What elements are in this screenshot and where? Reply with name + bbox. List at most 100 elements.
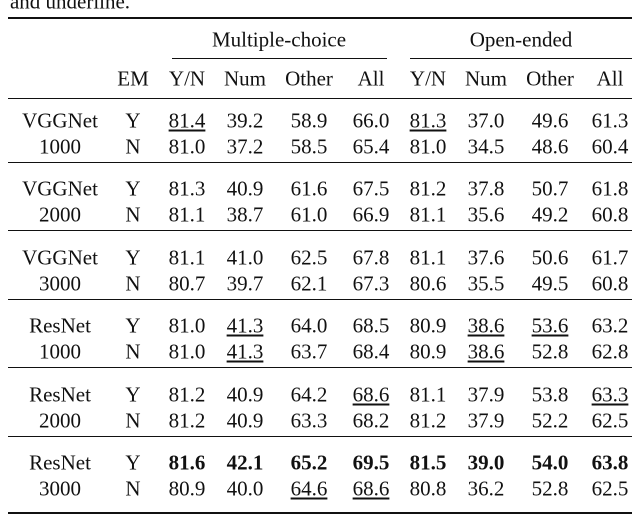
cell-value: 38.7	[226, 202, 264, 227]
cell-value: 60.8	[591, 202, 629, 227]
cell-value: 67.5	[352, 176, 390, 201]
cell-value: 60.4	[591, 134, 629, 159]
model-name: ResNet	[29, 313, 91, 338]
model-size: 1000	[39, 134, 81, 159]
cell-value: 61.3	[591, 108, 629, 133]
cell-value: 65.4	[352, 134, 390, 159]
cell-value: 81.4	[168, 108, 206, 133]
group-header: Open-ended	[469, 27, 573, 52]
cell-value: 58.9	[290, 108, 328, 133]
model-name: ResNet	[29, 382, 91, 407]
cell-value: 81.1	[168, 202, 206, 227]
cell-value: 53.6	[531, 313, 569, 338]
cell-value: 61.6	[290, 176, 328, 201]
cell-value: 40.9	[226, 408, 264, 433]
em-flag: N	[125, 134, 141, 159]
cell-value: 81.0	[168, 313, 206, 338]
em-flag: N	[125, 408, 141, 433]
cell-value: 48.6	[531, 134, 569, 159]
cell-value: 39.2	[226, 108, 264, 133]
cell-value: 63.7	[290, 339, 328, 364]
cell-value: 60.8	[591, 271, 629, 296]
cell-value: 81.3	[168, 176, 206, 201]
cell-value: 61.7	[591, 245, 629, 270]
cell-value: 34.5	[467, 134, 505, 159]
cell-value: 38.6	[467, 313, 505, 338]
cell-value: 81.0	[409, 134, 447, 159]
cell-value: 50.7	[531, 176, 569, 201]
group-separator	[8, 435, 632, 437]
cell-value: 81.0	[168, 134, 206, 159]
header-rule	[8, 98, 632, 99]
cell-value: 81.1	[409, 382, 447, 407]
column-header: Num	[224, 66, 266, 91]
em-flag: Y	[125, 245, 141, 270]
cell-value: 35.5	[467, 271, 505, 296]
cell-value: 52.2	[531, 408, 569, 433]
em-flag: N	[125, 339, 141, 364]
cell-value: 49.6	[531, 108, 569, 133]
cell-value: 50.6	[531, 245, 569, 270]
cell-value: 39.7	[226, 271, 264, 296]
cell-value: 67.8	[352, 245, 390, 270]
column-header: All	[596, 66, 624, 91]
cell-value: 81.6	[168, 450, 206, 475]
cell-value: 42.1	[226, 450, 264, 475]
cell-value: 37.0	[467, 108, 505, 133]
cell-value: 81.1	[409, 202, 447, 227]
cell-value: 63.3	[290, 408, 328, 433]
column-header: Y/N	[168, 66, 206, 91]
column-header: EM	[117, 66, 149, 91]
cell-value: 41.3	[226, 313, 264, 338]
cell-value: 81.1	[168, 245, 206, 270]
cell-value: 61.0	[290, 202, 328, 227]
cell-value: 37.9	[467, 408, 505, 433]
model-name: VGGNet	[22, 176, 98, 201]
cell-value: 40.9	[226, 176, 264, 201]
cell-value: 68.6	[352, 382, 390, 407]
cell-value: 63.8	[591, 450, 629, 475]
top-rule	[8, 17, 632, 19]
em-flag: Y	[125, 176, 141, 201]
cell-value: 38.6	[467, 339, 505, 364]
cell-value: 37.9	[467, 382, 505, 407]
cell-value: 80.9	[168, 476, 206, 501]
model-name: ResNet	[29, 450, 91, 475]
cell-value: 35.6	[467, 202, 505, 227]
model-size: 3000	[39, 476, 81, 501]
cell-value: 81.0	[168, 339, 206, 364]
cell-value: 66.0	[352, 108, 390, 133]
cell-value: 64.6	[290, 476, 328, 501]
cell-value: 36.2	[467, 476, 505, 501]
cell-value: 62.5	[591, 476, 629, 501]
cell-value: 54.0	[531, 450, 569, 475]
group-separator	[8, 367, 632, 369]
cell-value: 81.2	[168, 408, 206, 433]
cell-value: 81.3	[409, 108, 447, 133]
cell-value: 68.4	[352, 339, 390, 364]
group-rule	[172, 58, 387, 59]
cell-value: 80.9	[409, 313, 447, 338]
cell-value: 62.8	[591, 339, 629, 364]
cell-value: 40.9	[226, 382, 264, 407]
cell-value: 67.3	[352, 271, 390, 296]
cell-value: 68.5	[352, 313, 390, 338]
model-size: 2000	[39, 408, 81, 433]
em-flag: Y	[125, 108, 141, 133]
cell-value: 37.2	[226, 134, 264, 159]
cell-value: 63.3	[591, 382, 629, 407]
cell-value: 41.3	[226, 339, 264, 364]
group-separator	[8, 162, 632, 163]
cell-value: 80.7	[168, 271, 206, 296]
cell-value: 66.9	[352, 202, 390, 227]
cell-value: 49.5	[531, 271, 569, 296]
cell-value: 41.0	[226, 245, 264, 270]
cell-value: 63.2	[591, 313, 629, 338]
cell-value: 64.2	[290, 382, 328, 407]
cell-value: 58.5	[290, 134, 328, 159]
group-separator	[8, 230, 632, 232]
em-flag: Y	[125, 382, 141, 407]
cell-value: 81.1	[409, 245, 447, 270]
cell-value: 81.2	[409, 408, 447, 433]
